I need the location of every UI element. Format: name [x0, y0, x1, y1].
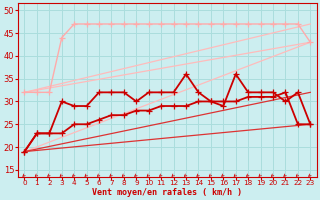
- X-axis label: Vent moyen/en rafales ( km/h ): Vent moyen/en rafales ( km/h ): [92, 188, 242, 197]
